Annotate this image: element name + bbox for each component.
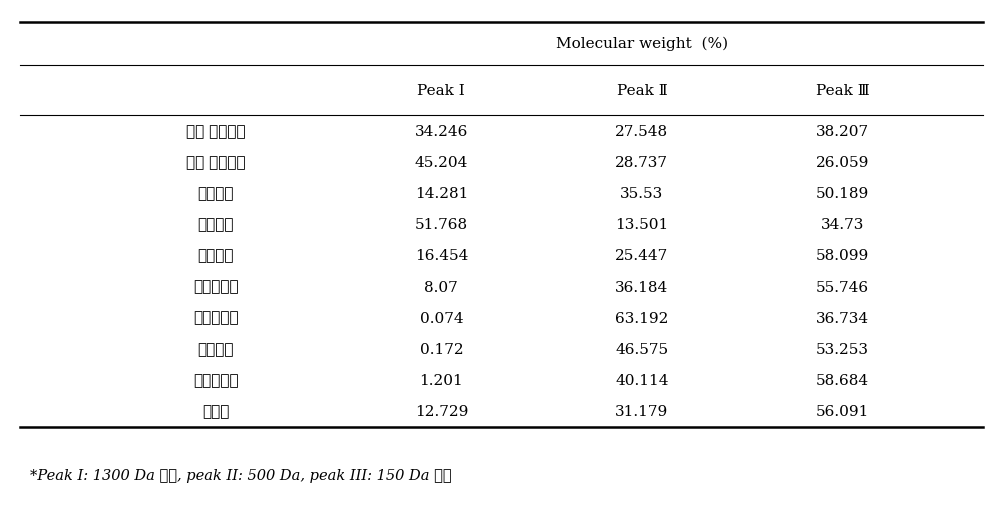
Text: 국내 저염간장: 국내 저염간장 bbox=[185, 125, 245, 139]
Text: 56.091: 56.091 bbox=[815, 404, 869, 418]
Text: 40.114: 40.114 bbox=[614, 373, 668, 387]
Text: 26.059: 26.059 bbox=[815, 156, 869, 170]
Text: 1.201: 1.201 bbox=[419, 373, 463, 387]
Text: 전통간장: 전통간장 bbox=[197, 218, 233, 232]
Text: 46.575: 46.575 bbox=[615, 342, 667, 356]
Text: 제주어간장: 제주어간장 bbox=[192, 280, 238, 294]
Text: 58.099: 58.099 bbox=[815, 249, 869, 263]
Text: 16.454: 16.454 bbox=[414, 249, 468, 263]
Text: 38.207: 38.207 bbox=[816, 125, 868, 139]
Text: 멸치액젠: 멸치액젠 bbox=[197, 342, 233, 356]
Text: 양조간장: 양조간장 bbox=[197, 187, 233, 201]
Text: 일본 저염간장: 일본 저염간장 bbox=[185, 156, 245, 170]
Text: 63.192: 63.192 bbox=[614, 311, 668, 325]
Text: 13.501: 13.501 bbox=[614, 218, 668, 232]
Text: 36.734: 36.734 bbox=[816, 311, 868, 325]
Text: 36.184: 36.184 bbox=[614, 280, 668, 294]
Text: 27.548: 27.548 bbox=[615, 125, 667, 139]
Text: 34.73: 34.73 bbox=[820, 218, 864, 232]
Text: 까나리액젠: 까나리액젠 bbox=[192, 373, 238, 387]
Text: 55.746: 55.746 bbox=[816, 280, 868, 294]
Text: 45.204: 45.204 bbox=[414, 156, 468, 170]
Text: 51.768: 51.768 bbox=[415, 218, 467, 232]
Text: 12.729: 12.729 bbox=[414, 404, 468, 418]
Text: Peak Ⅲ: Peak Ⅲ bbox=[815, 84, 869, 98]
Text: *Peak I: 1300 Da 이상, peak II: 500 Da, peak III: 150 Da 이하: *Peak I: 1300 Da 이상, peak II: 500 Da, pe… bbox=[30, 468, 451, 482]
Text: 전통청장: 전통청장 bbox=[197, 249, 233, 263]
Text: 0.172: 0.172 bbox=[419, 342, 463, 356]
Text: 35.53: 35.53 bbox=[619, 187, 663, 201]
Text: 8.07: 8.07 bbox=[424, 280, 458, 294]
Text: 25.447: 25.447 bbox=[614, 249, 668, 263]
Text: Molecular weight  (%): Molecular weight (%) bbox=[555, 37, 727, 52]
Text: 50.189: 50.189 bbox=[815, 187, 869, 201]
Text: 58.684: 58.684 bbox=[816, 373, 868, 387]
Text: Peak Ⅰ: Peak Ⅰ bbox=[417, 84, 465, 98]
Text: 53.253: 53.253 bbox=[816, 342, 868, 356]
Text: 0.074: 0.074 bbox=[419, 311, 463, 325]
Text: Peak Ⅱ: Peak Ⅱ bbox=[616, 84, 666, 98]
Text: 14.281: 14.281 bbox=[414, 187, 468, 201]
Text: 31.179: 31.179 bbox=[614, 404, 668, 418]
Text: 34.246: 34.246 bbox=[414, 125, 468, 139]
Text: 멸치어간장: 멸치어간장 bbox=[192, 311, 238, 325]
Text: 새우젠: 새우젠 bbox=[201, 404, 229, 418]
Text: 28.737: 28.737 bbox=[615, 156, 667, 170]
